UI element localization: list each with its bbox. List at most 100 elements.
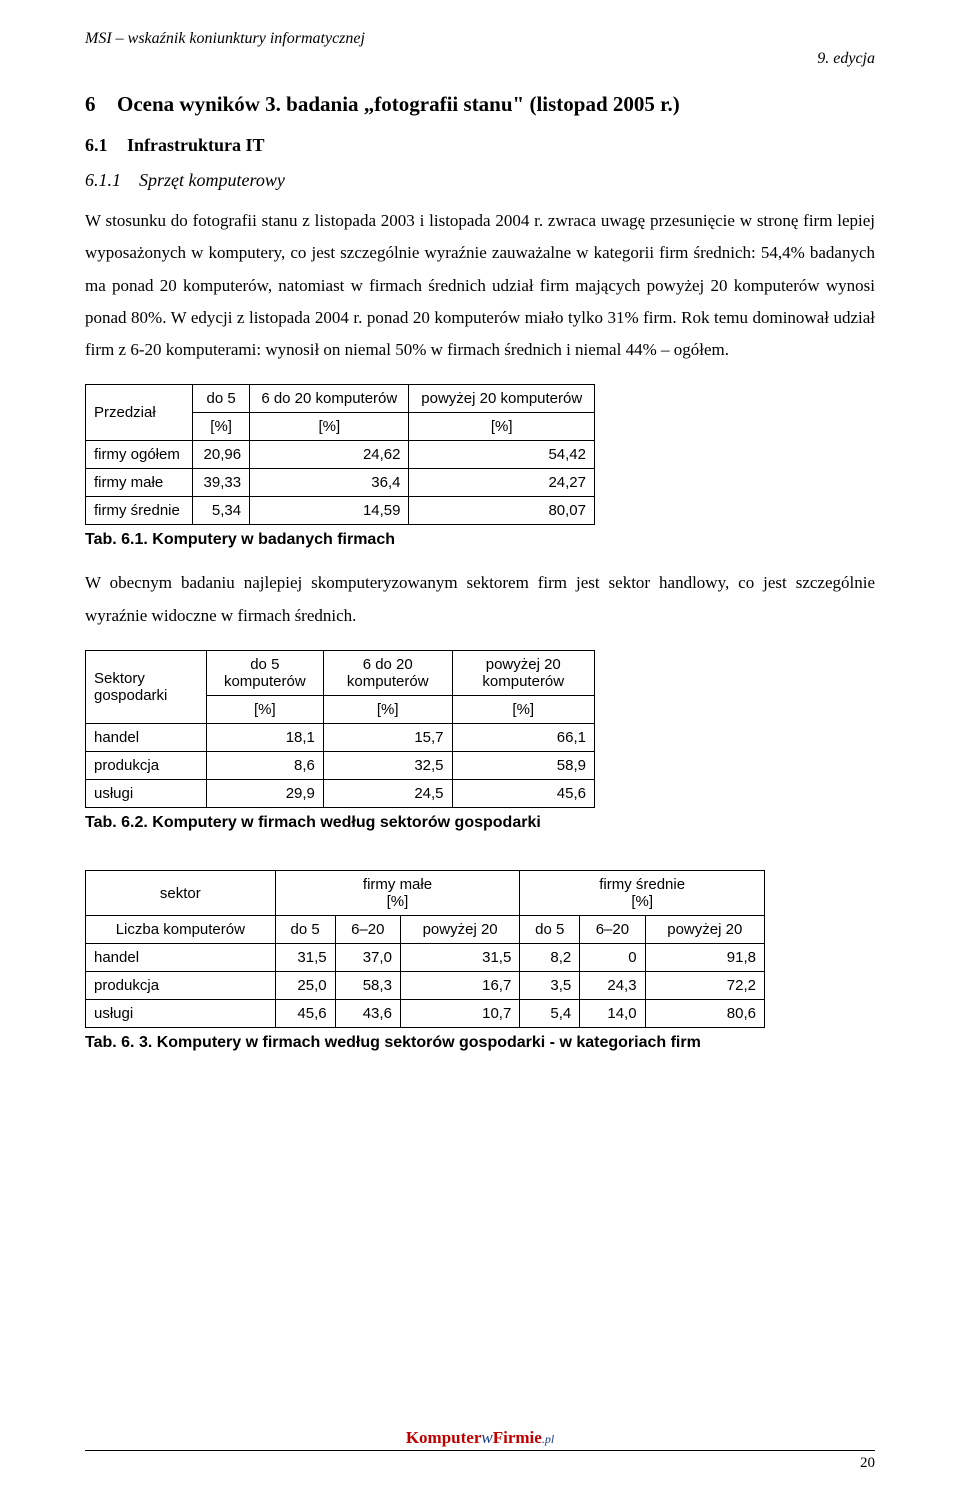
heading-6-1: 6.1Infrastruktura IT xyxy=(85,135,875,156)
table-cell: 24,3 xyxy=(580,972,645,1000)
table-cell: usługi xyxy=(86,1000,276,1028)
table-cell: do 5 xyxy=(520,916,580,944)
table-cell: 39,33 xyxy=(193,469,250,497)
table-cell: firmy ogółem xyxy=(86,441,193,469)
table-cell: 6–20 xyxy=(335,916,400,944)
table-cell: produkcja xyxy=(86,972,276,1000)
table-cell: usługi xyxy=(86,780,207,808)
table-cell: [%] xyxy=(250,413,409,441)
table-cell: 0 xyxy=(580,944,645,972)
table-cell: 18,1 xyxy=(206,724,323,752)
table-cell: [%] xyxy=(206,696,323,724)
table-cell: 32,5 xyxy=(323,752,452,780)
table-cell: 3,5 xyxy=(520,972,580,1000)
table-cell-text: firmy średnie xyxy=(599,876,685,893)
table-6-3: sektor firmy małe [%] firmy średnie [%] … xyxy=(85,870,765,1028)
heading-6-1-1-num: 6.1.1 xyxy=(85,170,139,191)
table-6-2: Sektory gospodarki do 5 komputerów 6 do … xyxy=(85,650,595,808)
table-6-2-caption: Tab. 6.2. Komputery w firmach według sek… xyxy=(85,814,875,832)
table-cell: handel xyxy=(86,944,276,972)
table-cell: 6–20 xyxy=(580,916,645,944)
table-cell: [%] xyxy=(323,696,452,724)
table-cell: powyżej 20 xyxy=(400,916,519,944)
table-row: usługi 29,9 24,5 45,6 xyxy=(86,780,595,808)
heading-6-1-1: 6.1.1Sprzęt komputerowy xyxy=(85,170,875,191)
page-number: 20 xyxy=(85,1455,875,1472)
table-cell: powyżej 20 xyxy=(645,916,764,944)
table-cell-text: firmy małe xyxy=(363,876,432,893)
table-6-1: Przedział do 5 6 do 20 komputerów powyże… xyxy=(85,384,595,525)
footer-logo-part: .pl xyxy=(542,1432,554,1446)
running-header-left: MSI – wskaźnik koniunktury informatyczne… xyxy=(85,30,875,48)
table-row: handel 18,1 15,7 66,1 xyxy=(86,724,595,752)
table-cell: 10,7 xyxy=(400,1000,519,1028)
heading-6-1-num: 6.1 xyxy=(85,135,127,156)
table-cell: 66,1 xyxy=(452,724,594,752)
running-header-right: 9. edycja xyxy=(85,50,875,68)
table-cell: Sektory gospodarki xyxy=(86,651,207,724)
table-row: sektor firmy małe [%] firmy średnie [%] xyxy=(86,871,765,916)
footer-logo: KomputerwFirmie.pl xyxy=(85,1428,875,1448)
table-cell: 14,0 xyxy=(580,1000,645,1028)
table-cell: sektor xyxy=(86,871,276,916)
table-cell: 45,6 xyxy=(275,1000,335,1028)
table-cell: 24,27 xyxy=(409,469,595,497)
table-cell: Liczba komputerów xyxy=(86,916,276,944)
table-cell: powyżej 20 komputerów xyxy=(452,651,594,696)
table-6-3-caption: Tab. 6. 3. Komputery w firmach według se… xyxy=(85,1034,875,1052)
table-6-1-caption: Tab. 6.1. Komputery w badanych firmach xyxy=(85,531,875,549)
table-cell: 8,6 xyxy=(206,752,323,780)
heading-6-text: Ocena wyników 3. badania „fotografii sta… xyxy=(117,92,680,116)
paragraph-1: W stosunku do fotografii stanu z listopa… xyxy=(85,205,875,366)
paragraph-2: W obecnym badaniu najlepiej skomputeryzo… xyxy=(85,567,875,632)
table-cell: 80,07 xyxy=(409,497,595,525)
table-cell: 6 do 20 komputerów xyxy=(323,651,452,696)
table-cell: firmy średnie [%] xyxy=(520,871,765,916)
table-cell: [%] xyxy=(409,413,595,441)
table-row: Przedział do 5 6 do 20 komputerów powyże… xyxy=(86,385,595,413)
table-cell: firmy małe xyxy=(86,469,193,497)
table-row: firmy ogółem 20,96 24,62 54,42 xyxy=(86,441,595,469)
table-cell: 72,2 xyxy=(645,972,764,1000)
table-row: Liczba komputerów do 5 6–20 powyżej 20 d… xyxy=(86,916,765,944)
footer-logo-part: w xyxy=(481,1428,492,1447)
table-cell: do 5 komputerów xyxy=(206,651,323,696)
table-cell: handel xyxy=(86,724,207,752)
table-row: produkcja 8,6 32,5 58,9 xyxy=(86,752,595,780)
table-cell-unit: [%] xyxy=(631,893,653,910)
table-cell: 25,0 xyxy=(275,972,335,1000)
table-row: usługi 45,6 43,6 10,7 5,4 14,0 80,6 xyxy=(86,1000,765,1028)
table-cell: 91,8 xyxy=(645,944,764,972)
table-row: Sektory gospodarki do 5 komputerów 6 do … xyxy=(86,651,595,696)
table-cell: 58,3 xyxy=(335,972,400,1000)
table-cell: 8,2 xyxy=(520,944,580,972)
table-cell: powyżej 20 komputerów xyxy=(409,385,595,413)
footer-logo-part: Komputer xyxy=(406,1428,482,1447)
page-footer: KomputerwFirmie.pl 20 xyxy=(85,1428,875,1472)
table-cell: 6 do 20 komputerów xyxy=(250,385,409,413)
heading-6: 6Ocena wyników 3. badania „fotografii st… xyxy=(85,92,875,117)
footer-divider xyxy=(85,1450,875,1451)
table-cell: 36,4 xyxy=(250,469,409,497)
table-cell: 16,7 xyxy=(400,972,519,1000)
table-cell: produkcja xyxy=(86,752,207,780)
table-cell: 5,34 xyxy=(193,497,250,525)
table-cell: firmy średnie xyxy=(86,497,193,525)
table-cell: 5,4 xyxy=(520,1000,580,1028)
table-cell: 58,9 xyxy=(452,752,594,780)
heading-6-1-1-text: Sprzęt komputerowy xyxy=(139,170,285,190)
table-cell: do 5 xyxy=(275,916,335,944)
heading-6-num: 6 xyxy=(85,92,117,117)
table-cell: 37,0 xyxy=(335,944,400,972)
table-cell: 20,96 xyxy=(193,441,250,469)
footer-logo-part: Firmie xyxy=(493,1428,542,1447)
table-cell: 31,5 xyxy=(275,944,335,972)
table-cell: Przedział xyxy=(86,385,193,441)
heading-6-1-text: Infrastruktura IT xyxy=(127,135,265,155)
table-cell: 29,9 xyxy=(206,780,323,808)
table-cell: 15,7 xyxy=(323,724,452,752)
table-cell: [%] xyxy=(193,413,250,441)
table-cell: 31,5 xyxy=(400,944,519,972)
table-cell: [%] xyxy=(452,696,594,724)
table-cell: 54,42 xyxy=(409,441,595,469)
